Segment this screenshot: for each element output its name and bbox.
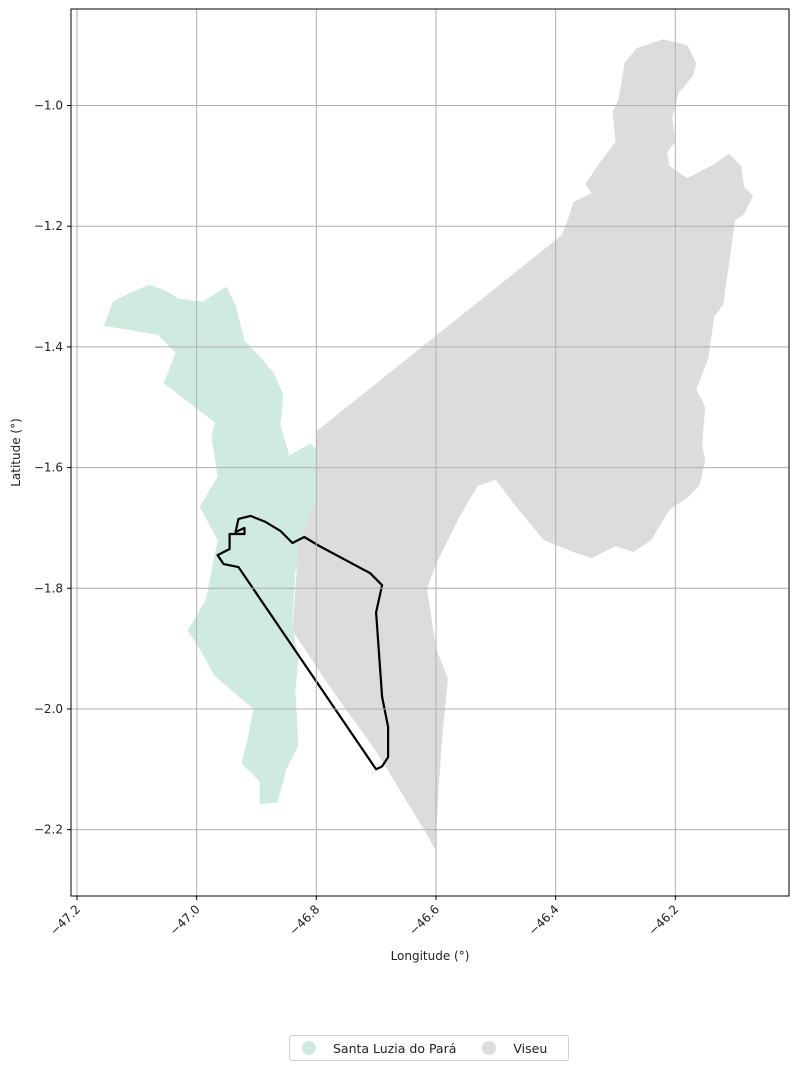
y-tick-label: −2.2 <box>34 823 63 837</box>
region-viseu <box>292 39 754 851</box>
x-tick-label: −47.2 <box>47 902 83 938</box>
y-tick-label: −1.4 <box>34 340 63 354</box>
y-axis-title: Latitude (°) <box>9 418 23 487</box>
plot-frame <box>70 8 790 897</box>
legend-item-santa-luzia: Santa Luzia do Pará <box>302 1041 456 1056</box>
legend-label: Viseu <box>513 1040 548 1056</box>
x-tick-label: −46.2 <box>646 902 682 938</box>
x-axis-title: Longitude (°) <box>391 949 470 963</box>
x-tick-label: −46.6 <box>406 902 442 938</box>
legend-marker-icon <box>482 1041 497 1055</box>
legend: Santa Luzia do Pará Viseu <box>289 1035 569 1061</box>
x-axis-ticks: −47.2 −47.0 −46.8 −46.6 −46.4 −46.2 <box>47 896 681 938</box>
x-tick-label: −46.8 <box>287 902 323 938</box>
x-tick-label: −46.4 <box>526 902 562 938</box>
legend-item-viseu: Viseu <box>482 1041 547 1056</box>
x-tick-label: −47.0 <box>167 902 203 938</box>
y-tick-label: −1.0 <box>34 99 63 113</box>
outline-layer <box>216 514 390 771</box>
gridlines <box>71 9 789 896</box>
y-tick-label: −2.0 <box>34 702 63 716</box>
region-santa-luzia-do-para <box>103 284 326 805</box>
regions-layer <box>103 39 754 851</box>
legend-marker-icon <box>302 1041 316 1055</box>
y-axis-ticks: −1.0 −1.2 −1.4 −1.6 −1.8 −2.0 −2.2 <box>34 99 71 837</box>
y-tick-label: −1.2 <box>34 219 63 233</box>
outlined-boundary <box>216 514 390 771</box>
legend-label: Santa Luzia do Pará <box>333 1040 457 1056</box>
y-tick-label: −1.6 <box>34 461 63 475</box>
y-tick-label: −1.8 <box>34 581 63 595</box>
